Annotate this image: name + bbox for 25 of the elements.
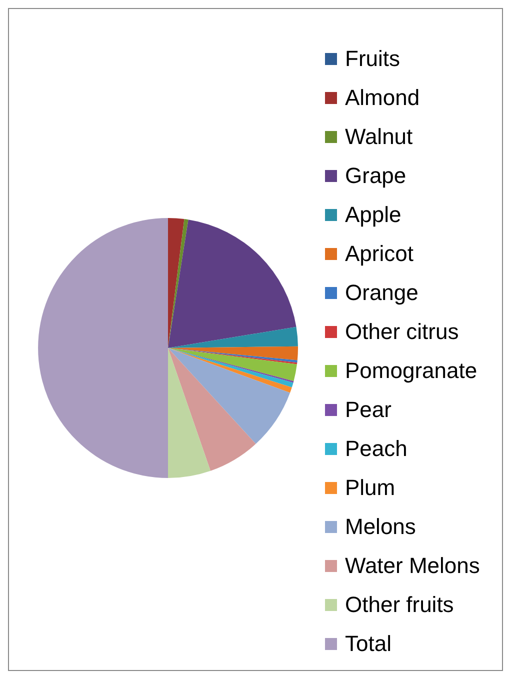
legend-label: Peach [345,436,408,462]
pie-slice [168,219,188,348]
legend-label: Other fruits [345,592,454,618]
pie-slice [168,348,290,444]
legend-label: Water Melons [345,552,480,578]
pie-slice [168,326,298,348]
pie-slice [168,348,210,478]
legend-label: Almond [345,84,420,110]
legend-label: Walnut [345,124,413,150]
legend-label: Other citrus [345,318,459,344]
legend-label: Grape [345,162,406,188]
legend-label: Melons [345,514,416,540]
legend-label: Fruits [345,46,400,72]
legend-label: Pomogranate [345,358,478,384]
pie-slice [168,218,184,348]
legend-label: Orange [345,280,418,306]
legend-label: Pear [345,396,392,422]
legend-label: Total [345,630,392,656]
legend-label: Plum [345,474,396,500]
pie-slice [168,220,296,348]
pie-slice [168,348,256,471]
legend-label: Apricot [345,240,414,266]
legend-label: Apple [345,202,402,228]
pie-slice [38,218,168,478]
pie-slice [168,346,298,360]
